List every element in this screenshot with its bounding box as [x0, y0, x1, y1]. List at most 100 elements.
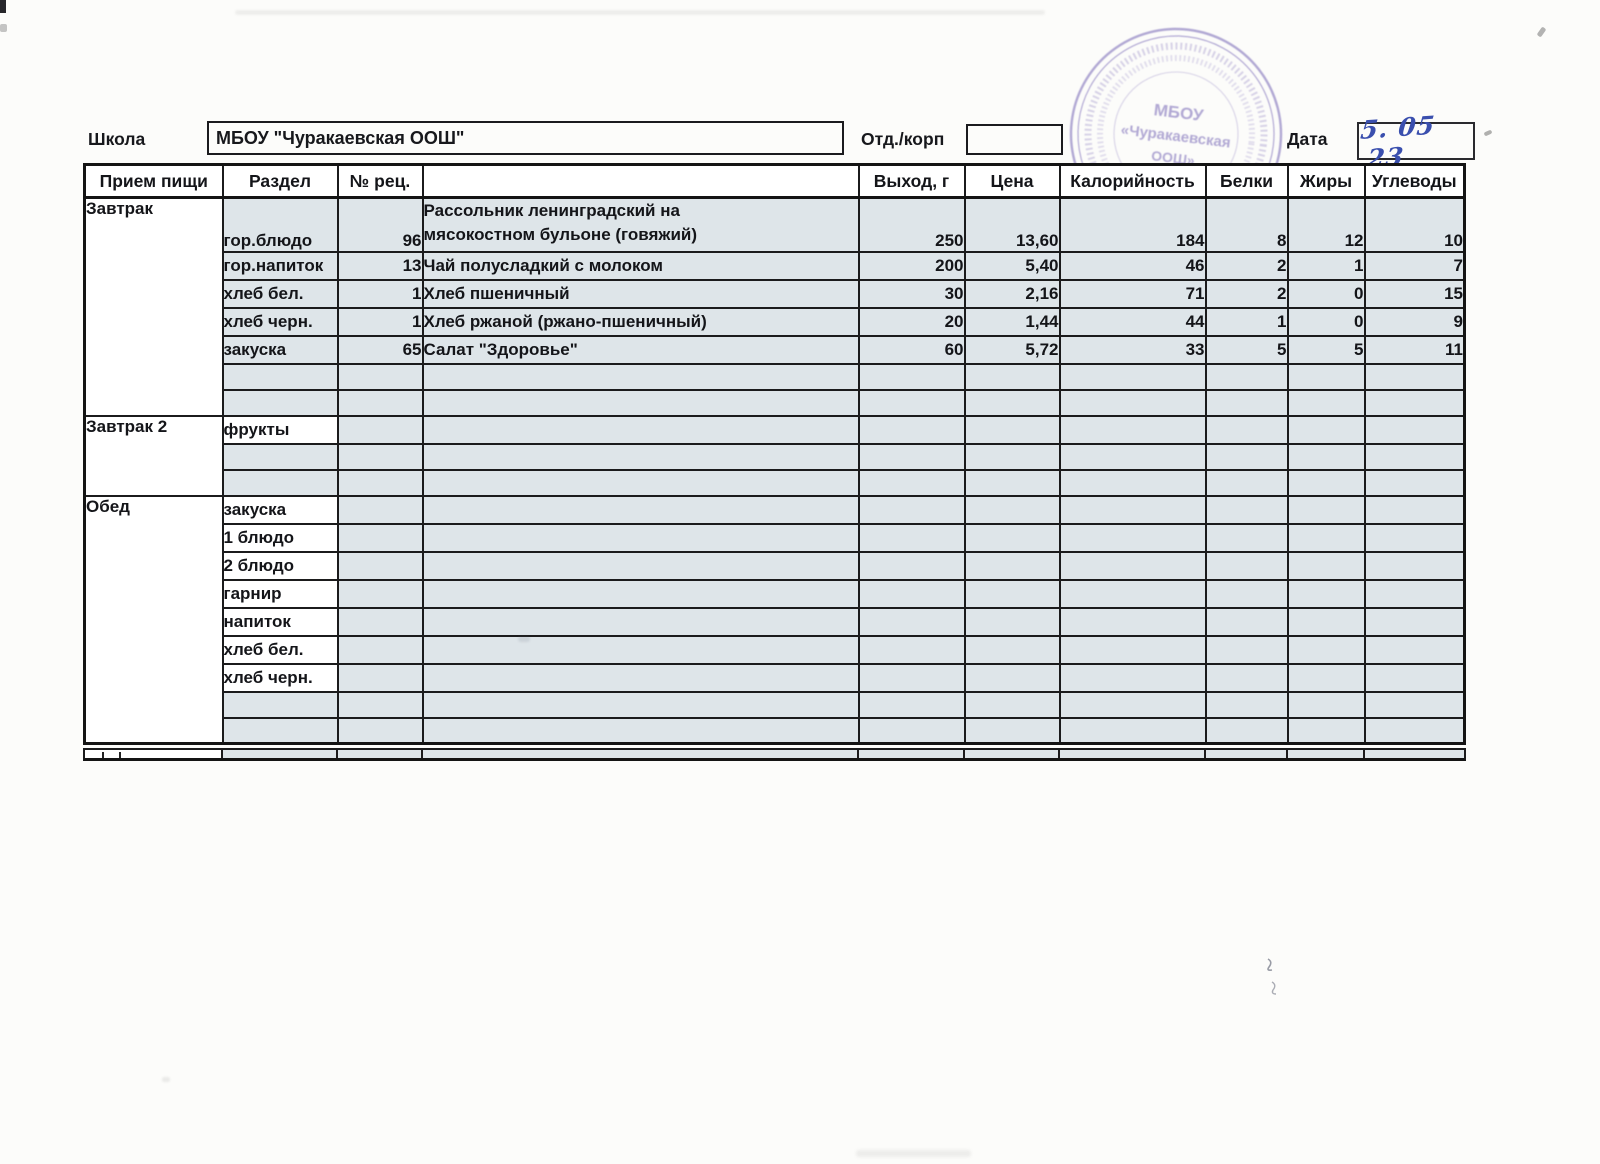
- fat-cell: 0: [1286, 278, 1366, 309]
- carbs-cell: [1363, 522, 1466, 553]
- price-cell: [963, 634, 1061, 665]
- dish-cell: [421, 362, 860, 391]
- header-row: Прием пищи Раздел № рец. Выход, г Цена К…: [83, 163, 1466, 199]
- dish-cell: Хлеб ржаной (ржано-пшеничный): [421, 306, 860, 337]
- output-cell: 30: [857, 278, 966, 309]
- output-cell: [857, 662, 966, 693]
- recipe-no-cell: 96: [336, 196, 424, 253]
- calories-cell: [1058, 468, 1207, 497]
- calories-cell: [1058, 716, 1207, 745]
- pen-squiggle-mark: [1267, 958, 1277, 995]
- recipe-no-cell: [336, 442, 424, 471]
- output-cell: [857, 494, 966, 525]
- recipe-no-cell: [336, 414, 424, 445]
- fat-cell: [1286, 442, 1366, 471]
- recipe-no-cell: [336, 550, 424, 581]
- protein-cell: [1204, 442, 1289, 471]
- recipe-no-cell: [336, 690, 424, 719]
- price-cell: [963, 388, 1061, 417]
- menu-row: напиток: [85, 606, 1466, 637]
- protein-cell: [1204, 716, 1289, 745]
- fat-cell: [1286, 522, 1366, 553]
- dish-text: Рассольник ленинградский на мясокостном …: [423, 201, 698, 244]
- menu-row: Завтрак гор.блюдо 96 Рассольник ленинградск…: [83, 196, 1466, 417]
- protein-cell: [1204, 634, 1289, 665]
- school-label: Школа: [88, 129, 146, 149]
- price-cell: [963, 494, 1061, 525]
- razdel-cell: 1 блюдо: [221, 522, 339, 553]
- calories-cell: [1058, 362, 1207, 391]
- calories-cell: 46: [1058, 250, 1207, 281]
- razdel-cell: напиток: [221, 606, 339, 637]
- dish-cell: Рассольник ленинградский на мясокостном …: [421, 196, 860, 253]
- razdel-cell: хлеб черн.: [221, 662, 339, 693]
- price-cell: [963, 578, 1061, 609]
- col-header-meal: Прием пищи: [83, 163, 224, 199]
- grid-line: [857, 750, 859, 758]
- output-cell: 200: [857, 250, 966, 281]
- scan-artifact: [1483, 129, 1493, 137]
- carbs-cell: [1363, 494, 1466, 525]
- menu-row: Обед закуска: [83, 494, 1466, 745]
- output-cell: 250: [857, 196, 966, 253]
- recipe-no-cell: 1: [336, 278, 424, 309]
- recipe-no-cell: [336, 606, 424, 637]
- dish-cell: Хлеб пшеничный: [421, 278, 860, 309]
- calories-cell: [1058, 690, 1207, 719]
- razdel-cell: гарнир: [221, 578, 339, 609]
- calories-cell: 33: [1058, 334, 1207, 365]
- col-header-recipe: № рец.: [336, 163, 424, 199]
- school-name: МБОУ "Чуракаевская ООШ": [216, 127, 465, 148]
- menu-row: 2 блюдо: [85, 550, 1466, 581]
- carbs-cell: [1363, 442, 1466, 471]
- razdel-cell: [221, 468, 339, 497]
- menu-row: хлеб бел.: [85, 634, 1466, 665]
- carbs-cell: [1363, 550, 1466, 581]
- razdel-cell: [221, 362, 339, 391]
- output-cell: [857, 578, 966, 609]
- carbs-cell: [1363, 362, 1466, 391]
- menu-row: хлеб черн.: [85, 662, 1466, 693]
- pen-tick: [119, 752, 121, 758]
- carbs-cell: 15: [1363, 278, 1466, 309]
- grid-line: [963, 750, 965, 758]
- recipe-no-cell: [336, 362, 424, 391]
- dish-cell: Салат "Здоровье": [421, 334, 860, 365]
- dish-cell: [421, 716, 860, 745]
- carbs-cell: 7: [1363, 250, 1466, 281]
- date-box: 5. 05 .23: [1356, 110, 1475, 174]
- grid-line: [221, 750, 223, 758]
- col-header-protein: Белки: [1204, 163, 1289, 199]
- razdel-cell: гор.блюдо: [221, 196, 339, 253]
- dish-cell: [421, 606, 860, 637]
- razdel-cell: хлеб бел.: [221, 278, 339, 309]
- menu-row: Завтрак 2 фрукты: [83, 414, 1466, 497]
- recipe-no-cell: [336, 578, 424, 609]
- dish-cell: [421, 494, 860, 525]
- output-cell: [857, 468, 966, 497]
- razdel-cell: закуска: [221, 494, 339, 525]
- razdel-cell: [221, 690, 339, 719]
- protein-cell: [1204, 550, 1289, 581]
- grid-line: [421, 750, 423, 758]
- price-cell: 13,60: [963, 196, 1061, 253]
- fat-cell: 5: [1286, 334, 1366, 365]
- menu-row: гарнир: [85, 578, 1466, 609]
- carbs-cell: [1363, 606, 1466, 637]
- price-cell: [963, 468, 1061, 497]
- col-header-calories: Калорийность: [1058, 163, 1207, 199]
- output-cell: [857, 716, 966, 745]
- fat-cell: [1286, 468, 1366, 497]
- scan-artifact: [1536, 26, 1547, 38]
- carbs-cell: 11: [1363, 334, 1466, 365]
- protein-cell: [1204, 362, 1289, 391]
- recipe-no-cell: [336, 522, 424, 553]
- razdel-cell: хлеб черн.: [221, 306, 339, 337]
- output-cell: [857, 522, 966, 553]
- carbs-cell: [1363, 388, 1466, 417]
- meal-name: Обед: [83, 494, 224, 745]
- menu-row: [85, 388, 1466, 417]
- recipe-no-cell: 13: [336, 250, 424, 281]
- price-cell: 5,72: [963, 334, 1061, 365]
